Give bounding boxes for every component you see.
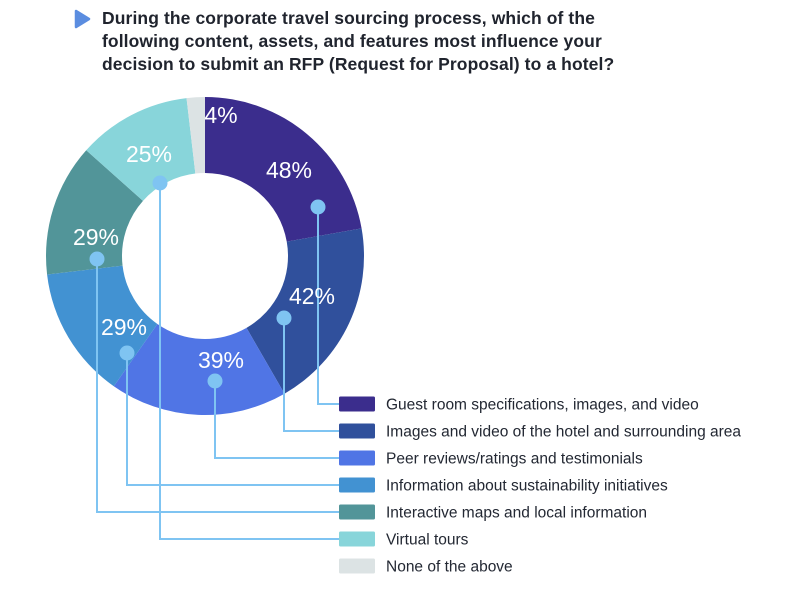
connector-dot (152, 175, 168, 191)
percent-label: 39% (198, 347, 244, 373)
legend-swatch (339, 531, 375, 547)
connector-dot (207, 373, 223, 389)
connector-line (159, 183, 339, 540)
question-text: During the corporate travel sourcing pro… (102, 8, 615, 74)
play-triangle-icon (74, 9, 91, 29)
legend-label: Images and video of the hotel and surrou… (386, 424, 741, 441)
legend-swatch (339, 450, 375, 466)
connector-dot (89, 251, 105, 267)
legend-swatch (339, 504, 375, 520)
connector-dot (276, 310, 292, 326)
legend-swatch (339, 477, 375, 493)
legend-label: Peer reviews/ratings and testimonials (386, 451, 643, 468)
connector-line (126, 353, 339, 486)
legend-label: Guest room specifications, images, and v… (386, 397, 699, 414)
percent-label: 4% (204, 102, 237, 128)
percent-label: 29% (101, 314, 147, 340)
connector-line (283, 318, 339, 432)
connector-dot (119, 345, 135, 361)
legend-swatch (339, 396, 375, 412)
legend-label: Virtual tours (386, 532, 469, 549)
percent-label: 29% (73, 224, 119, 250)
donut-slice-7 (186, 97, 205, 174)
percent-label: 48% (266, 157, 312, 183)
donut-slice-6 (86, 98, 196, 201)
legend-swatch (339, 423, 375, 439)
legend-label: None of the above (386, 559, 513, 576)
percent-label: 25% (126, 141, 172, 167)
percent-label: 42% (289, 283, 335, 309)
legend-label: Interactive maps and local information (386, 505, 647, 522)
donut-slice-5 (46, 150, 143, 275)
donut-slice-2 (246, 228, 364, 394)
legend-label: Information about sustainability initiat… (386, 478, 668, 495)
question-block: During the corporate travel sourcing pro… (74, 7, 629, 75)
connector-line (214, 381, 339, 459)
legend-swatch (339, 558, 375, 574)
connector-line (317, 207, 339, 405)
connector-dot (310, 199, 326, 215)
connector-line (96, 259, 339, 513)
donut-slice-3 (113, 323, 285, 415)
